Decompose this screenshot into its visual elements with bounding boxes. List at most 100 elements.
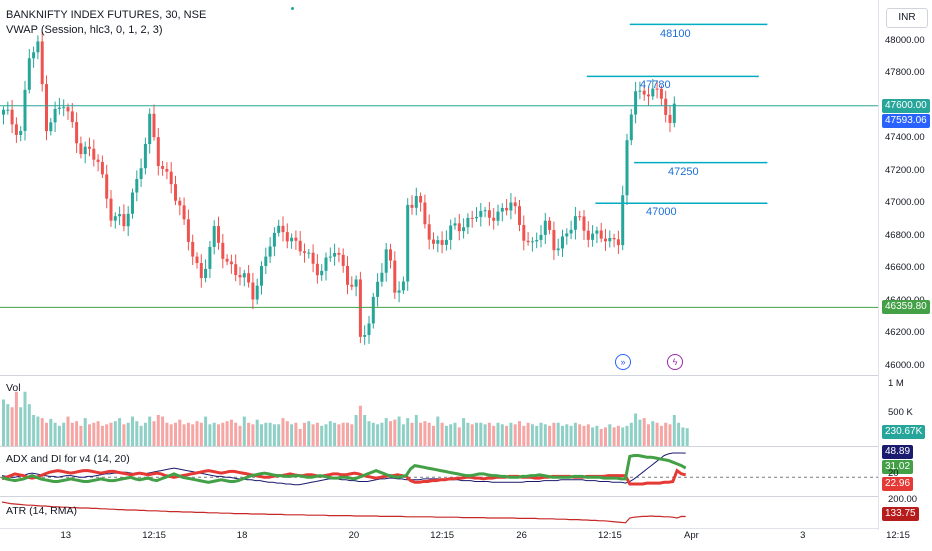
candle — [298, 231, 302, 256]
candle — [88, 137, 91, 157]
time-axis-tick: 18 — [236, 530, 248, 541]
volume-bar — [113, 421, 117, 446]
chart-legend: BANKNIFTY INDEX FUTURES, 30, NSE VWAP (S… — [6, 8, 206, 38]
volume-pane[interactable]: Vol — [0, 376, 878, 446]
price-axis-tick: 46800.00 — [885, 229, 925, 241]
candle — [444, 230, 448, 251]
candle — [40, 31, 44, 92]
candle — [320, 264, 324, 281]
volume-bar — [19, 407, 23, 446]
volume-bar — [6, 404, 10, 446]
volume-bar — [595, 425, 599, 446]
volume-bar — [290, 424, 294, 446]
candle — [354, 275, 358, 297]
volume-bar — [642, 418, 646, 446]
volume-bar — [307, 421, 311, 446]
candle — [453, 217, 457, 230]
candle — [552, 221, 556, 260]
volume-bar — [492, 425, 496, 446]
candle — [500, 203, 504, 222]
candle — [384, 242, 388, 282]
candle — [483, 206, 487, 218]
time-axis-tick: 12:15 — [886, 530, 910, 541]
volume-bar — [83, 418, 87, 446]
volume-bar — [57, 425, 61, 446]
volume-bar — [526, 422, 530, 446]
atr-title[interactable]: ATR (14, RMA) — [6, 505, 77, 517]
candle — [174, 175, 177, 206]
volume-bar — [131, 416, 134, 446]
candle — [638, 81, 642, 100]
price-axis-tick: 47800.00 — [885, 67, 925, 79]
volume-bar — [320, 425, 324, 446]
volume-bar — [225, 421, 229, 446]
volume-bar — [466, 422, 470, 446]
volume-bar — [440, 422, 444, 446]
volume-bar — [32, 415, 36, 446]
volume-bar — [303, 422, 306, 446]
adx-pane[interactable]: ADX and DI for v4 (14, 20) — [0, 446, 878, 496]
volume-bar — [45, 422, 48, 446]
candle — [346, 256, 349, 295]
symbol-title[interactable]: BANKNIFTY INDEX FUTURES, 30, NSE — [6, 9, 207, 21]
candle — [165, 162, 169, 180]
volume-bar — [204, 416, 208, 446]
candle — [27, 48, 31, 94]
volume-bar — [479, 422, 483, 446]
volume-bar — [268, 422, 272, 446]
candle — [19, 126, 23, 142]
candle — [423, 194, 427, 229]
volume-bar — [634, 413, 638, 446]
time-axis[interactable]: 13 12:15 18 20 12:15 26 12:15 Apr 3 12:15 — [0, 528, 910, 551]
volume-bar — [333, 422, 337, 446]
fast-forward-icon[interactable]: » — [615, 354, 631, 370]
volume-bar — [414, 415, 418, 446]
volume-bar — [457, 427, 461, 446]
volume-bar — [191, 424, 195, 446]
adx-title[interactable]: ADX and DI for v4 (14, 20) — [6, 453, 130, 465]
volume-bar — [410, 422, 414, 446]
volume-bar — [354, 415, 358, 446]
candlestick-chart[interactable] — [0, 0, 878, 374]
currency-button[interactable]: INR — [886, 8, 928, 28]
candle — [539, 225, 543, 248]
candle — [548, 216, 552, 235]
atr-pane[interactable]: ATR (14, RMA) — [0, 496, 878, 526]
volume-bar — [582, 425, 586, 446]
volume-bar — [513, 424, 517, 446]
lightning-icon[interactable]: ϟ — [667, 354, 683, 370]
candle — [535, 232, 539, 249]
volume-bar — [406, 418, 410, 446]
volume-bar — [148, 416, 152, 446]
candle — [389, 243, 392, 269]
vwap-indicator-title[interactable]: VWAP (Session, hlc3, 0, 1, 2, 3) — [6, 24, 163, 36]
volume-title[interactable]: Vol — [6, 382, 21, 394]
candle — [629, 109, 633, 146]
volume-bar — [23, 391, 27, 446]
time-axis-tick: 12:15 — [598, 530, 622, 541]
candle — [526, 232, 530, 246]
diplus-tag: 31.02 — [882, 460, 914, 474]
price-axis-tick: 46600.00 — [885, 262, 925, 274]
volume-bar — [376, 424, 380, 446]
candle — [152, 104, 156, 141]
volume-bar — [221, 422, 225, 446]
volume-bar — [255, 419, 259, 446]
volume-bar — [96, 421, 100, 446]
candle — [393, 251, 397, 299]
main-chart-pane[interactable]: BANKNIFTY INDEX FUTURES, 30, NSE VWAP (S… — [0, 0, 878, 374]
volume-bar — [500, 424, 504, 446]
volume-bar — [169, 424, 173, 446]
volume-bar — [423, 421, 427, 446]
volume-bar — [358, 405, 362, 446]
price-axis-tick: 47200.00 — [885, 164, 925, 176]
volume-bar — [234, 422, 238, 446]
volume-bar — [238, 425, 242, 446]
candle — [264, 247, 268, 274]
adx-axis-20: 20 — [888, 468, 899, 479]
volume-axis-500k: 500 K — [888, 407, 913, 418]
volume-last-tag: 230.67K — [882, 425, 926, 439]
candle — [621, 185, 625, 251]
candle — [337, 247, 341, 263]
volume-bar — [586, 424, 590, 446]
